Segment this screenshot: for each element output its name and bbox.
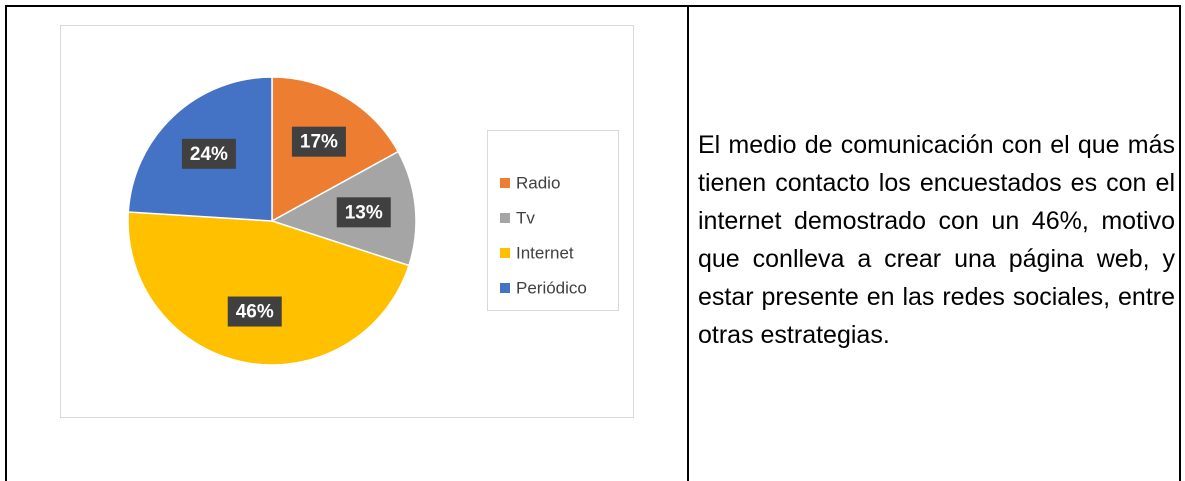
table-border-top <box>5 5 1181 7</box>
table-divider <box>687 5 689 481</box>
legend-label: Tv <box>516 208 535 227</box>
data-label-box <box>291 126 346 157</box>
table-border-right <box>1179 5 1181 481</box>
legend-label: Internet <box>516 243 574 262</box>
legend-label: Radio <box>516 173 560 192</box>
legend-label: Periódico <box>516 278 587 297</box>
legend-swatch <box>500 283 510 293</box>
legend-swatch <box>500 178 510 188</box>
pie-slice <box>127 211 410 366</box>
table-border-left <box>5 5 7 481</box>
data-label: 13% <box>345 202 383 223</box>
data-label-box <box>336 197 391 228</box>
legend-swatch <box>500 248 510 258</box>
paragraph: El medio de comunicación con el que más … <box>698 131 1175 349</box>
data-label-box <box>227 296 282 327</box>
data-label: 24% <box>190 144 228 165</box>
data-label: 17% <box>300 132 338 153</box>
data-label: 46% <box>236 302 274 323</box>
chart: 17% 13% 46% 24% Radio Tv Internet Periódico <box>60 25 634 418</box>
legend-swatch <box>500 213 510 223</box>
data-label-box <box>181 138 236 169</box>
